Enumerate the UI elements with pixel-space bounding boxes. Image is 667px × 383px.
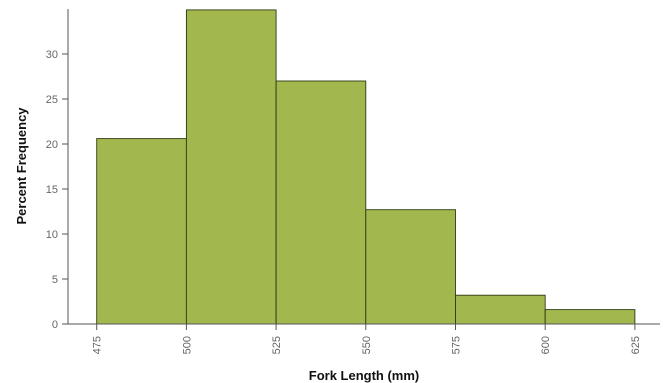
histogram-bar xyxy=(544,309,636,325)
x-tick-label: 625 xyxy=(630,336,642,354)
bars-group xyxy=(96,9,636,325)
x-tick-label: 475 xyxy=(92,336,104,354)
histogram-bar xyxy=(455,294,546,325)
x-tick-label: 500 xyxy=(181,336,193,354)
histogram-bar xyxy=(96,138,187,325)
histogram-bar xyxy=(185,9,277,325)
y-ticks-group: 0 5 10 15 20 25 30 xyxy=(46,49,68,331)
y-tick-label: 30 xyxy=(46,49,58,61)
y-tick-label: 15 xyxy=(46,184,58,196)
histogram-bar xyxy=(275,80,367,325)
y-tick-label: 20 xyxy=(46,139,58,151)
y-axis-title: Percent Frequency xyxy=(14,107,29,225)
y-tick-label: 0 xyxy=(52,319,58,331)
histogram-bar xyxy=(365,209,456,325)
y-tick-label: 25 xyxy=(46,94,58,106)
y-tick-label: 10 xyxy=(46,229,58,241)
x-ticks-group: 475 500 525 550 575 600 625 xyxy=(92,324,642,354)
x-tick-label: 550 xyxy=(361,336,373,354)
x-tick-label: 575 xyxy=(450,336,462,354)
x-axis-title: Fork Length (mm) xyxy=(309,368,420,383)
y-tick-label: 5 xyxy=(52,274,58,286)
x-tick-label: 600 xyxy=(540,336,552,354)
x-tick-label: 525 xyxy=(271,336,283,354)
